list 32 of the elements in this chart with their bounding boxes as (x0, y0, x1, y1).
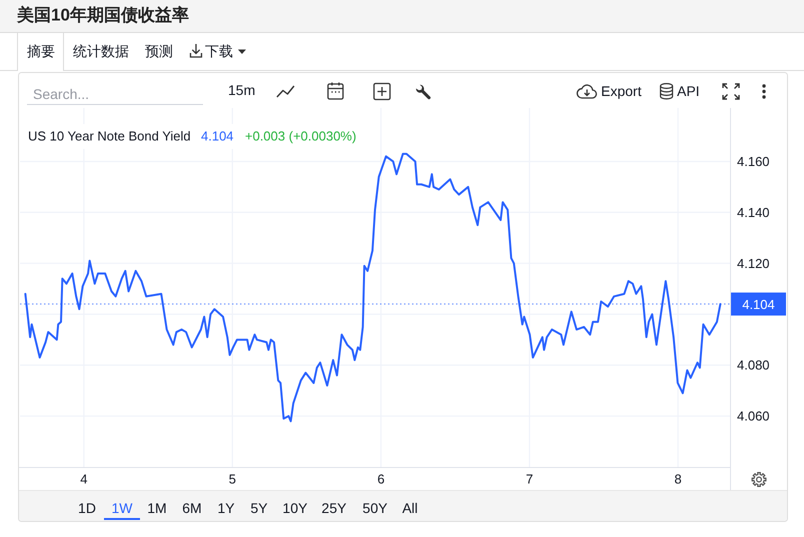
x-tick-label: 6 (377, 472, 385, 486)
text: 1W (112, 500, 134, 516)
annotation: 4.104 (201, 128, 234, 144)
y-tick-label: 4.160 (737, 154, 770, 169)
annotation: +0.003 (+0.0030%) (245, 128, 356, 144)
text: 25Y (322, 500, 348, 516)
text: US 10 Year Note Bond Yield (28, 128, 191, 144)
chart-title: 美国10年期国债收益率 (16, 6, 189, 24)
text: Search... (33, 86, 90, 102)
text: 6M (182, 500, 202, 516)
text: 15m (228, 82, 256, 98)
text: 预测 (145, 43, 173, 59)
y-tick-label: 4.120 (737, 256, 770, 271)
text: 50Y (362, 500, 388, 516)
text: 1M (147, 500, 167, 516)
x-tick-label: 5 (228, 472, 236, 486)
text: All (402, 500, 418, 516)
text: 下载 (205, 43, 233, 59)
y-tick-label: 4.060 (737, 408, 770, 424)
text: 1Y (217, 500, 236, 516)
text: 10Y (282, 500, 308, 516)
text: 5Y (250, 500, 268, 516)
text: 1D (78, 500, 96, 516)
y-tick-label: 4.140 (737, 204, 770, 220)
x-tick-label: 8 (674, 472, 682, 486)
ref-line-label: 4.104 (742, 297, 775, 312)
text: 统计数据 (73, 43, 129, 59)
text: API (677, 83, 700, 99)
text: Export (601, 83, 642, 99)
x-tick-label: 4 (80, 472, 88, 486)
x-tick-label: 7 (526, 472, 534, 486)
y-tick-label: 4.080 (737, 358, 770, 373)
